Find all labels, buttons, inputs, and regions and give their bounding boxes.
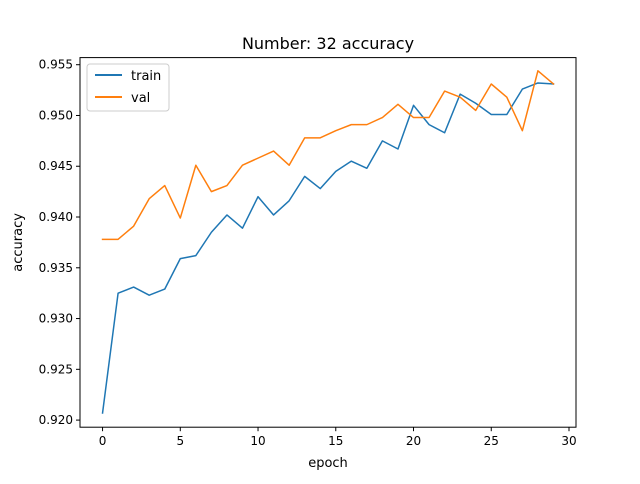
legend-label-val: val xyxy=(131,91,150,106)
legend: train val xyxy=(86,63,170,112)
y-tick-label: 0.925 xyxy=(39,362,73,376)
x-axis: 0 5 10 15 20 25 30 xyxy=(99,427,577,448)
y-axis: 0.920 0.925 0.930 0.935 0.940 0.945 0.950 0.955 xyxy=(39,58,80,427)
chart-title: Number: 32 accuracy xyxy=(242,34,414,53)
x-tick-label: 10 xyxy=(250,434,265,448)
legend-entry-val: val xyxy=(95,91,150,106)
series-line-val xyxy=(101,70,555,241)
x-axis-label: epoch xyxy=(308,456,348,471)
y-axis-label: accuracy xyxy=(11,213,26,272)
y-tick-label: 0.935 xyxy=(39,261,73,275)
y-tick-label: 0.950 xyxy=(39,108,73,122)
y-tick-label: 0.955 xyxy=(39,58,73,72)
y-tick-label: 0.945 xyxy=(39,159,73,173)
y-tick-label: 0.940 xyxy=(39,210,73,224)
x-tick-label: 25 xyxy=(484,434,499,448)
x-tick-label: 15 xyxy=(328,434,343,448)
plot-frame xyxy=(79,57,577,428)
x-tick-label: 5 xyxy=(176,434,184,448)
x-tick-label: 0 xyxy=(99,434,107,448)
legend-entry-train: train xyxy=(95,69,161,84)
y-tick-label: 0.920 xyxy=(39,413,73,427)
y-tick-label: 0.930 xyxy=(39,312,73,326)
legend-label-train: train xyxy=(131,69,161,84)
plot-marks xyxy=(101,70,555,414)
x-tick-label: 20 xyxy=(406,434,421,448)
x-tick-label: 30 xyxy=(561,434,576,448)
